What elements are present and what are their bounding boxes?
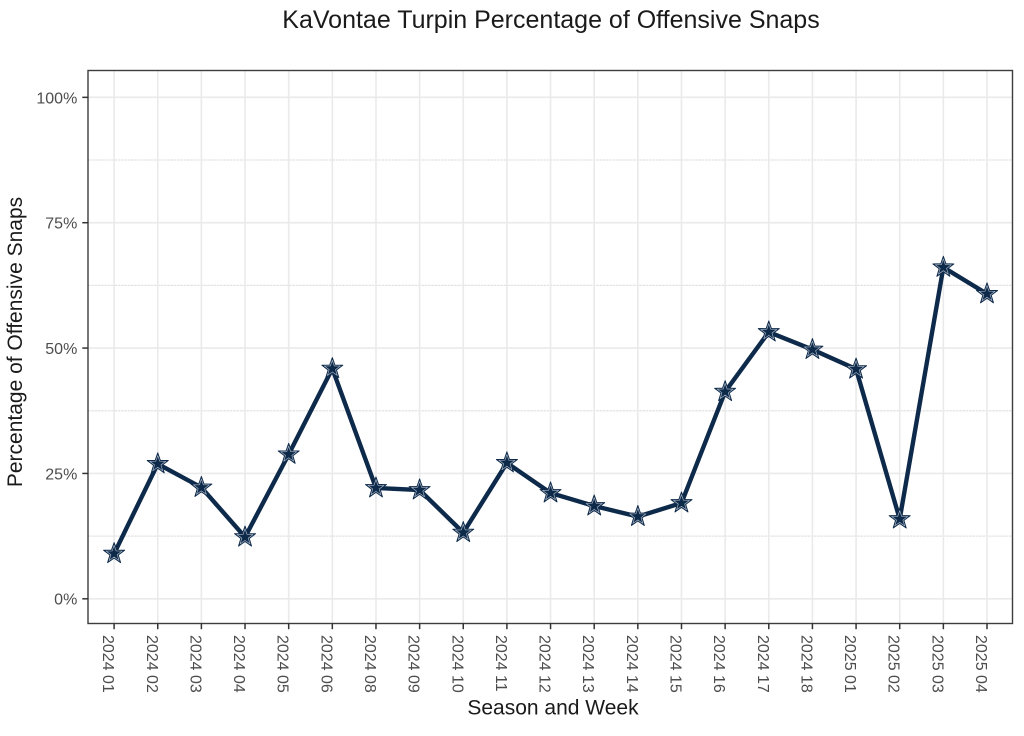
svg-text:2024 06: 2024 06 [317,635,334,693]
svg-text:2025 01: 2025 01 [841,635,858,693]
svg-text:2024 01: 2024 01 [99,635,116,693]
svg-text:2024 18: 2024 18 [797,635,814,693]
svg-text:25%: 25% [45,466,77,483]
svg-text:2025 02: 2025 02 [885,635,902,693]
svg-text:2024 03: 2024 03 [186,635,203,693]
svg-text:0%: 0% [54,592,77,609]
svg-text:2024 16: 2024 16 [710,635,727,693]
svg-text:2025 03: 2025 03 [928,635,945,693]
svg-text:2024 09: 2024 09 [405,635,422,693]
svg-text:2024 05: 2024 05 [274,635,291,693]
svg-text:2025 04: 2025 04 [972,635,989,693]
svg-text:100%: 100% [36,90,77,107]
svg-text:75%: 75% [45,216,77,233]
svg-text:KaVontae Turpin Percentage of: KaVontae Turpin Percentage of Offensive … [282,6,819,34]
svg-text:2024 11: 2024 11 [492,635,509,692]
svg-text:2024 12: 2024 12 [536,635,553,693]
svg-text:Percentage of Offensive Snaps: Percentage of Offensive Snaps [4,197,27,487]
svg-text:2024 08: 2024 08 [361,635,378,693]
svg-text:2024 10: 2024 10 [448,635,465,693]
svg-text:2024 02: 2024 02 [143,635,160,693]
svg-text:50%: 50% [45,341,77,358]
svg-text:2024 14: 2024 14 [623,635,640,693]
svg-text:2024 04: 2024 04 [230,635,247,693]
svg-text:2024 17: 2024 17 [754,635,771,693]
svg-text:Season and Week: Season and Week [467,697,639,720]
svg-text:2024 13: 2024 13 [579,635,596,693]
svg-text:2024 15: 2024 15 [666,635,683,693]
